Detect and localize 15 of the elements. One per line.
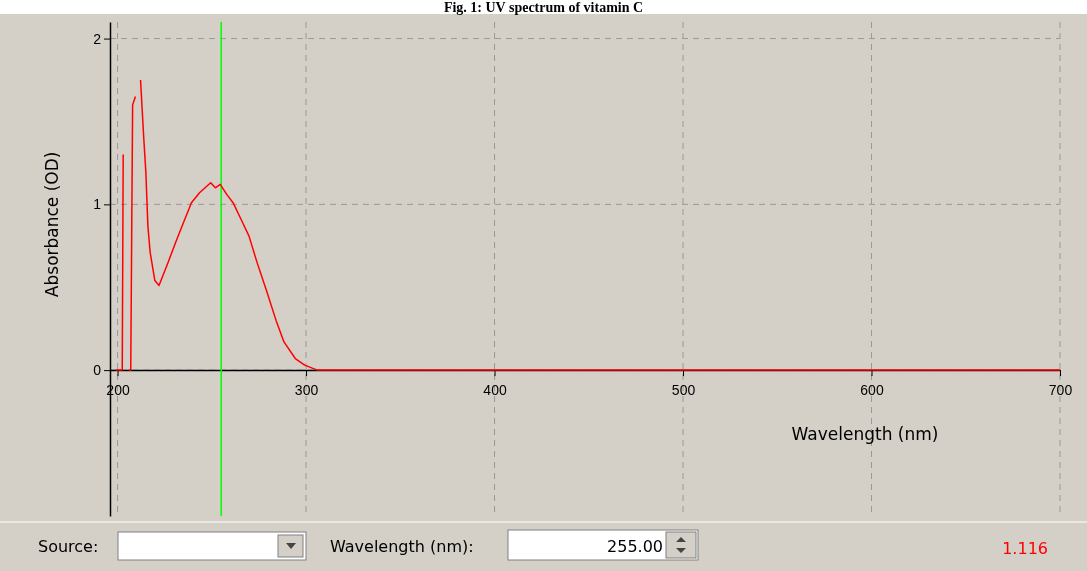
x-tick-label: 600 xyxy=(860,381,884,398)
chart-title: Fig. 1: UV spectrum of vitamin C xyxy=(443,0,644,15)
x-tick-label: 300 xyxy=(294,381,319,398)
x-axis-title: Wavelength (nm) xyxy=(791,424,939,445)
y-tick-label: 2 xyxy=(93,30,102,47)
x-tick-label: 500 xyxy=(671,381,696,398)
y-axis-title: Absorbance (OD) xyxy=(42,151,62,298)
text: 255.00 xyxy=(607,537,663,556)
x-tick-label: 700 xyxy=(1048,381,1073,398)
y-tick-label: 0 xyxy=(93,362,102,379)
source-note: Source: xyxy=(38,537,99,556)
y-tick-label: 1 xyxy=(93,196,102,213)
text: Wavelength (nm): xyxy=(330,537,474,556)
x-tick-label: 400 xyxy=(483,381,507,398)
text: 1.116 xyxy=(1002,539,1048,558)
